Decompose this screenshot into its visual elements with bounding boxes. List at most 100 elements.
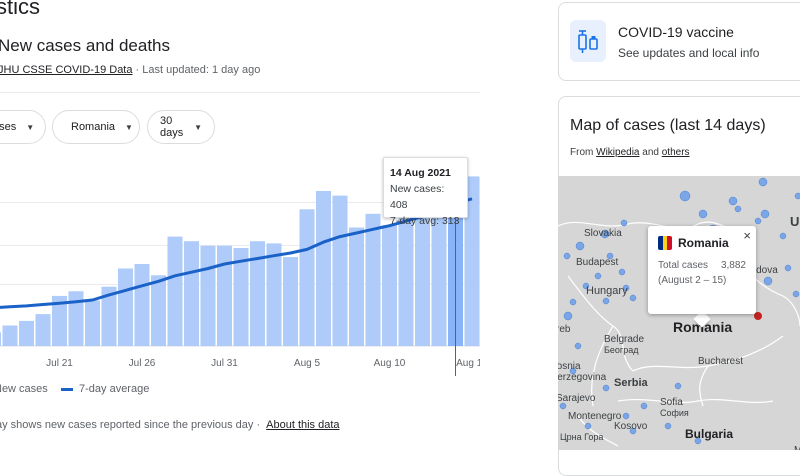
popup-total-value: 3,882	[720, 260, 746, 271]
bar-jul-17[interactable]	[0, 332, 1, 346]
map-label-herzegovina: Herzegovina	[558, 372, 607, 383]
bar-jul-22[interactable]	[68, 291, 84, 346]
bar-aug-2[interactable]	[250, 241, 265, 346]
map-label-bosnia: Bosnia	[558, 361, 581, 372]
map-label-belgrade: Belgrade	[604, 334, 644, 345]
chevron-down-icon: ▼	[26, 122, 35, 132]
source-line: JHU CSSE COVID-19 Data · Last updated: 1…	[0, 64, 260, 76]
wikipedia-link[interactable]: Wikipedia	[596, 147, 640, 158]
popup-country: Romania	[658, 236, 746, 250]
last-updated: · Last updated: 1 day ago	[135, 64, 261, 76]
bar-jul-21[interactable]	[52, 295, 67, 346]
map-label-kosovo: Kosovo	[614, 421, 648, 432]
bar-aug-3[interactable]	[266, 243, 282, 346]
x-tick-label: Aug 5	[294, 358, 321, 369]
x-tick-label: Aug 15	[456, 358, 480, 369]
map-label-slovakia: Slovakia	[584, 228, 622, 239]
bar-jul-25[interactable]	[118, 268, 133, 347]
map-label-edge-u: U	[790, 214, 799, 229]
legend-line-swatch	[61, 387, 73, 391]
map-label-sofia: Sofia	[660, 397, 683, 408]
map-label-edge-reb: reb	[558, 324, 571, 335]
bar-jul-20[interactable]	[35, 314, 51, 346]
map-label-sarajevo: Sarajevo	[558, 393, 596, 404]
chart-subtitle: New cases and deaths	[0, 36, 170, 55]
metric-dropdown-label: ases	[0, 121, 17, 133]
map-label-hungary: Hungary	[586, 285, 628, 297]
chart-tooltip: 14 Aug 2021 New cases: 408 7-day avg: 31…	[383, 157, 468, 227]
vaccine-icon	[570, 20, 606, 62]
close-icon[interactable]: ×	[743, 228, 751, 243]
page-title: stics	[0, 0, 40, 19]
map-label-edge-m: M	[794, 445, 800, 450]
map-label-romania: Romania	[673, 319, 732, 335]
popup-range: (August 2 – 15)	[658, 275, 727, 286]
bar-aug-7[interactable]	[332, 195, 348, 346]
range-dropdown[interactable]: 30 days ▼	[147, 110, 215, 144]
legend-new-cases-label: New cases	[0, 383, 48, 395]
bar-jul-18[interactable]	[2, 325, 18, 347]
bar-jul-29[interactable]	[184, 241, 199, 346]
range-dropdown-label: 30 days	[160, 115, 184, 139]
tooltip-avg: 7-day avg: 313	[390, 215, 460, 227]
bar-aug-9[interactable]	[365, 213, 381, 346]
bar-aug-8[interactable]	[349, 227, 364, 347]
popup-total-label: Total cases	[658, 260, 709, 271]
map-label-bulgaria: Bulgaria	[685, 427, 733, 441]
x-tick-label: Jul 26	[129, 358, 156, 369]
map-label-sofia-cyr: София	[660, 408, 689, 418]
tooltip-date: 14 Aug 2021	[390, 167, 451, 179]
popup-country-name: Romania	[678, 236, 729, 250]
vaccine-subtitle: See updates and local info	[618, 46, 760, 60]
tooltip-new-cases: New cases: 408	[390, 183, 445, 211]
map-label-moldova: Moldova	[740, 265, 778, 276]
footnote-text: ay shows new cases reported since the pr…	[0, 419, 261, 431]
map-label-serbia: Serbia	[614, 377, 649, 389]
divider	[0, 92, 480, 93]
x-tick-label: Jul 31	[211, 358, 238, 369]
chevron-down-icon: ▼	[194, 122, 202, 132]
x-tick-label: Aug 10	[374, 358, 406, 369]
vaccine-title: COVID-19 vaccine	[618, 24, 734, 40]
bar-aug-15[interactable]	[464, 176, 480, 346]
bar-aug-12[interactable]	[415, 184, 430, 346]
legend-average: 7-day average	[61, 383, 149, 395]
legend-new-cases: New cases	[0, 383, 48, 395]
country-dropdown[interactable]: Romania ▼	[52, 110, 140, 144]
bar-aug-10[interactable]	[382, 225, 397, 346]
bar-jul-27[interactable]	[151, 275, 166, 346]
bar-jul-26[interactable]	[134, 264, 150, 346]
map-label-montenegro: Montenegro	[568, 411, 622, 422]
romania-flag-icon	[658, 236, 672, 250]
map-source-from: From	[570, 147, 594, 158]
map-label-budapest: Budapest	[576, 257, 618, 268]
bar-aug-1[interactable]	[233, 248, 249, 346]
map-hotspot-marker[interactable]	[754, 312, 762, 320]
bar-jul-28[interactable]	[167, 236, 183, 346]
footnote: ay shows new cases reported since the pr…	[0, 419, 340, 431]
map-title: Map of cases (last 14 days)	[570, 117, 766, 134]
bar-jul-19[interactable]	[19, 320, 34, 346]
others-link[interactable]: others	[661, 147, 690, 158]
legend-average-label: 7-day average	[79, 383, 150, 395]
map-popup: × Romania Total cases 3,882 (August 2 – …	[648, 226, 756, 314]
bar-jul-23[interactable]	[85, 300, 100, 346]
seven-day-average-line	[0, 197, 473, 309]
map-label-montenegro-cyr: Црна Гора	[560, 432, 603, 442]
bar-jul-30[interactable]	[200, 245, 216, 346]
bar-jul-31[interactable]	[217, 245, 232, 346]
map-source: From Wikipedia and others	[570, 147, 690, 158]
bar-jul-24[interactable]	[101, 286, 117, 346]
map-label-belgrade-cyr: Београд	[604, 345, 639, 355]
map-source-and: and	[642, 147, 659, 158]
source-link[interactable]: JHU CSSE COVID-19 Data	[0, 64, 133, 76]
chevron-down-icon: ▼	[125, 122, 133, 132]
about-data-link[interactable]: About this data	[266, 419, 340, 431]
map-label-bucharest: Bucharest	[698, 356, 743, 367]
bar-aug-5[interactable]	[299, 209, 315, 346]
bar-aug-4[interactable]	[283, 257, 298, 346]
x-tick-label: Jul 21	[46, 358, 73, 369]
metric-dropdown[interactable]: ases ▼	[0, 110, 46, 144]
country-dropdown-label: Romania	[71, 121, 116, 133]
bar-aug-6[interactable]	[316, 191, 331, 346]
